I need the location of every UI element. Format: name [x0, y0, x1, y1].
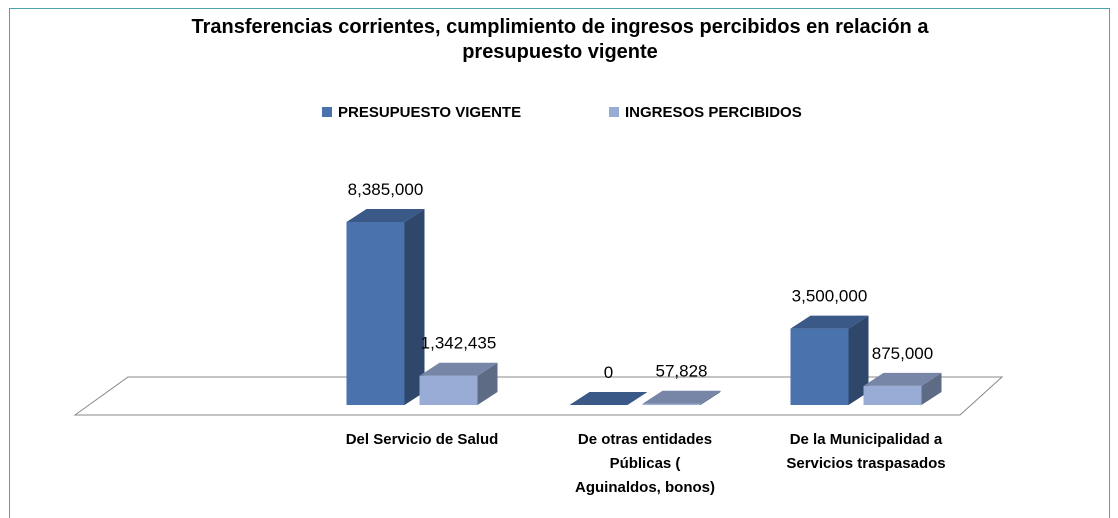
floor — [73, 376, 1004, 416]
bar-top — [569, 392, 648, 405]
bar — [863, 372, 942, 405]
bar — [419, 362, 498, 405]
data-label: 875,000 — [872, 344, 933, 363]
legend-swatch — [609, 107, 619, 117]
data-label: 57,828 — [656, 362, 708, 381]
bar-front — [642, 403, 701, 405]
bar-top — [790, 315, 869, 329]
legend-swatch — [322, 107, 332, 117]
data-label: 8,385,000 — [348, 180, 424, 199]
chart-title: Transferencias corrientes, cumplimiento … — [192, 16, 930, 63]
chart-border — [9, 8, 1110, 518]
bar-side — [921, 372, 942, 405]
bar — [569, 392, 648, 405]
bar-side — [700, 390, 721, 405]
bar-front — [346, 222, 405, 405]
data-label: 3,500,000 — [792, 287, 868, 306]
bar — [346, 209, 425, 405]
data-label: 1,342,435 — [421, 334, 497, 353]
x-tick-label: De la Municipalidad a Servicios traspasa… — [786, 431, 946, 472]
bar-top — [642, 390, 721, 404]
bar-top — [346, 209, 425, 222]
bar-front — [790, 328, 849, 405]
bar-top — [863, 372, 942, 386]
bar-front — [863, 385, 922, 405]
bar-top — [419, 362, 498, 376]
bar-front — [419, 375, 478, 405]
bar — [642, 390, 721, 405]
x-tick-label: Del Servicio de Salud — [345, 431, 499, 448]
bar-side — [477, 362, 498, 405]
x-tick-label: De otras entidades Públicas ( Aguinaldos… — [575, 431, 715, 496]
legend-label: PRESUPUESTO VIGENTE — [338, 104, 521, 121]
bar-side — [848, 315, 869, 405]
data-label: 0 — [604, 363, 613, 382]
bar — [790, 315, 869, 405]
legend-label: INGRESOS PERCIBIDOS — [625, 104, 802, 121]
bar-side — [404, 209, 425, 405]
